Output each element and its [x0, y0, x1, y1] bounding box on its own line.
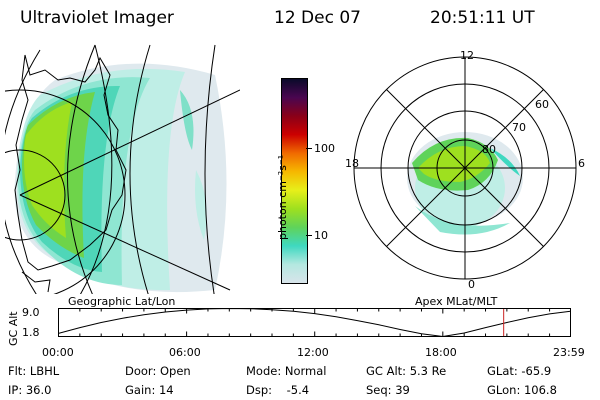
x-tick-2359: 23:59 [553, 346, 585, 359]
colorbar-tick-10: 10 [314, 229, 328, 242]
info-gain: Gain: 14 [125, 383, 174, 397]
altitude-plot [58, 308, 571, 338]
mlat-label-80: 80 [482, 143, 496, 156]
altitude-series-line [58, 308, 571, 338]
info-filter: Flt: LBHL [8, 364, 60, 378]
time-label: 20:51:11 UT [430, 8, 535, 28]
map-graticule [5, 44, 240, 294]
geographic-label: Geographic Lat/Lon [68, 295, 176, 308]
polar-plot [353, 56, 577, 280]
geographic-map [5, 44, 240, 294]
mlt-label-0: 0 [468, 278, 475, 291]
altitude-plot-ticks [58, 308, 571, 337]
y-tick-1-8: 1.8 [22, 326, 40, 339]
info-dsp: Dsp: -5.4 [246, 383, 310, 397]
x-tick-1800: 18:00 [425, 346, 457, 359]
colorbar [281, 78, 308, 284]
colorbar-gradient [282, 79, 307, 283]
polar-grid [353, 56, 577, 280]
date-label: 12 Dec 07 [274, 8, 361, 28]
mlt-label-6: 6 [578, 157, 585, 170]
mlat-label-60: 60 [535, 98, 549, 111]
apex-label: Apex MLat/MLT [415, 295, 498, 308]
info-glon: GLon: 106.8 [487, 383, 557, 397]
x-tick-0000: 00:00 [42, 346, 74, 359]
aurora-emission-map [14, 63, 227, 293]
mlt-label-18: 18 [345, 157, 359, 170]
coastline [14, 54, 127, 271]
app-title: Ultraviolet Imager [20, 8, 174, 28]
info-seq: Seq: 39 [366, 383, 410, 397]
colorbar-tick-100: 100 [314, 142, 335, 155]
info-ip: IP: 36.0 [8, 383, 52, 397]
altitude-ylabel: GC Alt [7, 311, 20, 346]
y-tick-9-0: 9.0 [22, 306, 40, 319]
info-door: Door: Open [125, 364, 191, 378]
mlt-label-12: 12 [460, 49, 474, 62]
info-glat: GLat: -65.9 [487, 364, 552, 378]
x-tick-0600: 06:00 [169, 346, 201, 359]
mlat-label-70: 70 [512, 121, 526, 134]
info-mode: Mode: Normal [246, 364, 327, 378]
x-tick-1200: 12:00 [297, 346, 329, 359]
info-gc-alt: GC Alt: 5.3 Re [366, 364, 447, 378]
